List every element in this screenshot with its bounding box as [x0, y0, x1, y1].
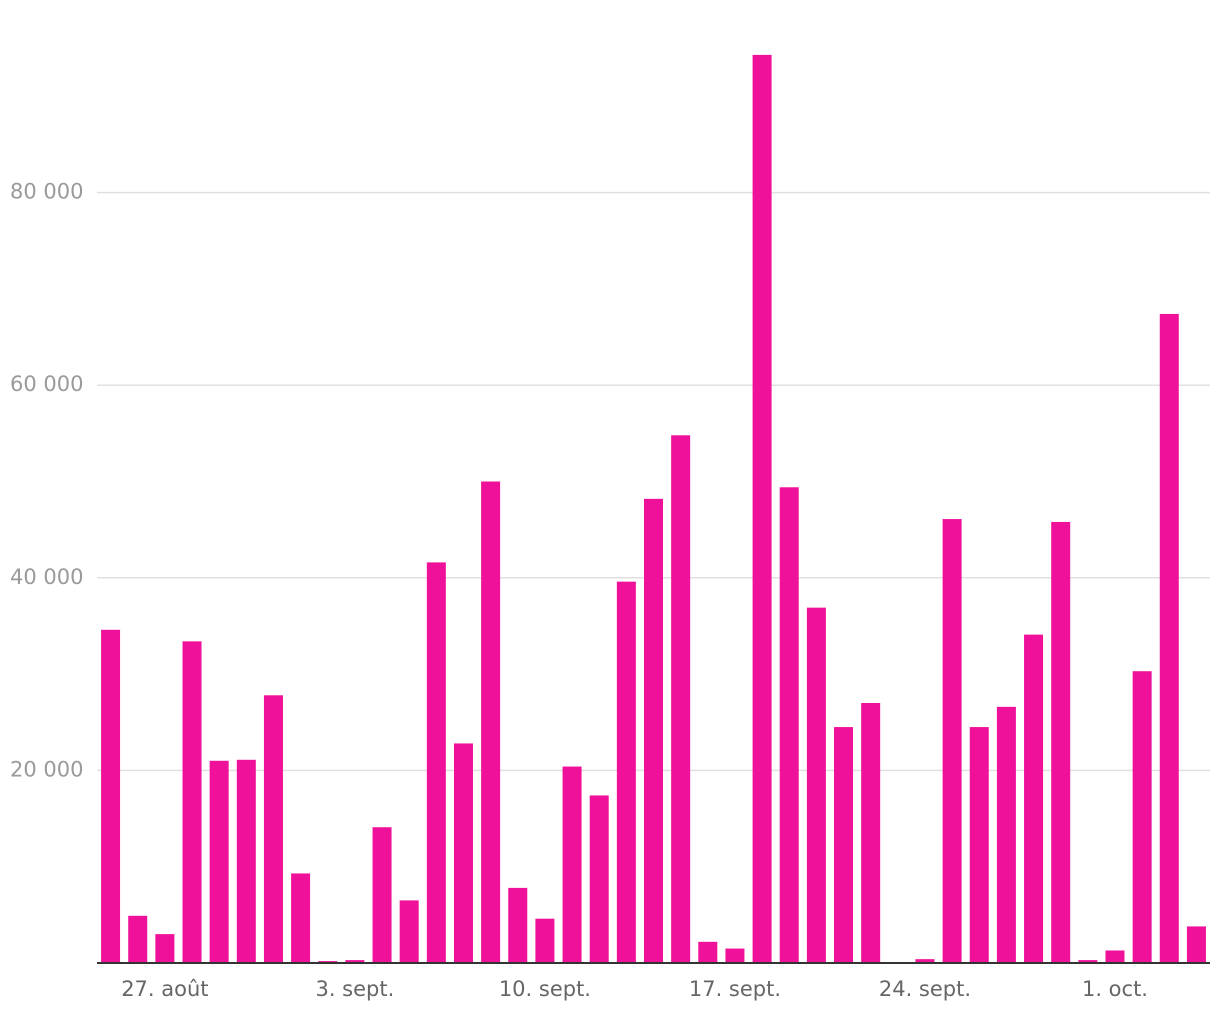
bar: [562, 766, 582, 963]
bar: [698, 941, 718, 963]
bar: [1105, 950, 1125, 963]
bar: [644, 498, 663, 963]
y-tick-label: 40 000: [10, 565, 83, 589]
bar: [291, 873, 311, 963]
bar: [101, 629, 121, 963]
bar: [399, 900, 419, 963]
bar: [834, 727, 854, 963]
bar: [616, 581, 636, 963]
bar: [426, 562, 446, 963]
x-tick-label: 3. sept.: [315, 977, 394, 1001]
bar: [372, 827, 392, 963]
bar: [236, 759, 256, 963]
bar: [128, 915, 148, 963]
y-tick-label: 20 000: [10, 757, 83, 781]
bar: [508, 887, 528, 963]
bar: [453, 743, 473, 963]
bar: [1132, 671, 1152, 963]
y-tick-label: 80 000: [10, 180, 83, 204]
bar: [806, 607, 826, 963]
x-tick-label: 24. sept.: [879, 977, 971, 1001]
bar: [779, 487, 799, 963]
bar: [182, 641, 202, 963]
x-tick-label: 17. sept.: [689, 977, 781, 1001]
bar: [1051, 521, 1071, 963]
bar: [861, 702, 881, 963]
bar: [1078, 960, 1098, 963]
bar: [589, 795, 609, 963]
bar: [996, 706, 1016, 963]
bar: [155, 934, 175, 963]
bar: [1024, 634, 1044, 963]
x-tick-label: 27. août: [121, 977, 208, 1001]
bar: [942, 519, 962, 963]
bar: [671, 435, 691, 963]
bar: [915, 959, 935, 963]
x-tick-label: 1. oct.: [1082, 977, 1148, 1001]
bar: [345, 960, 365, 963]
bar: [1186, 926, 1206, 963]
bar: [263, 695, 283, 963]
bar: [969, 727, 989, 963]
bar: [481, 481, 501, 963]
bar: [209, 760, 229, 963]
bar: [752, 54, 772, 964]
bar: [535, 918, 555, 963]
x-tick-label: 10. sept.: [499, 977, 591, 1001]
bar: [1159, 313, 1179, 963]
y-tick-label: 60 000: [10, 372, 83, 396]
bar: [725, 948, 745, 963]
